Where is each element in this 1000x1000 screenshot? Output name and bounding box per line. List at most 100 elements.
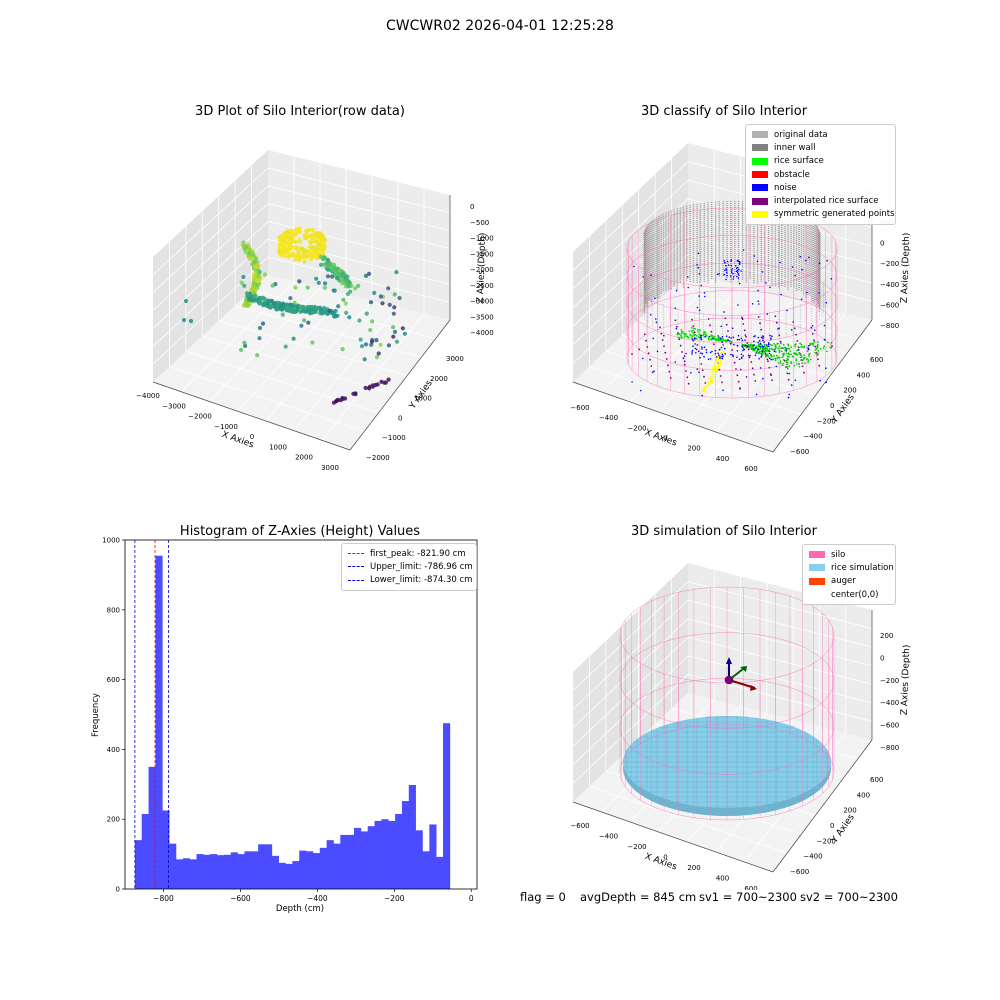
classified-point (803, 346, 805, 349)
classified-point (678, 333, 681, 336)
classified-point (761, 345, 764, 347)
classified-point (713, 343, 715, 346)
tick-label: −200 (627, 843, 646, 851)
grid-line (589, 786, 788, 854)
classified-point (698, 371, 700, 374)
legend-entry: obstacle (752, 168, 889, 181)
raw-point (250, 287, 255, 292)
classified-point (808, 256, 810, 259)
classified-point (735, 270, 738, 272)
classified-point (721, 335, 724, 338)
legend-label: auger (831, 576, 856, 587)
classified-point (691, 318, 693, 321)
classified-point (704, 390, 707, 393)
raw-point (363, 273, 369, 278)
legend-swatch (752, 210, 768, 218)
classified-point (731, 268, 734, 270)
center-point (724, 675, 734, 685)
auger-y-head (740, 666, 747, 672)
classified-point (762, 337, 764, 339)
grid-line (235, 305, 422, 358)
raw-point (287, 242, 292, 247)
classified-point (769, 353, 772, 356)
hist-bar (175, 859, 184, 889)
classified-point (800, 346, 802, 348)
grid-line (265, 300, 373, 422)
tick-label: −600 (570, 822, 589, 830)
raw-point (380, 301, 385, 306)
raw-point (321, 248, 326, 253)
tick-label: −200 (817, 837, 836, 845)
legend-entry: Upper_limit: -786.96 cm (348, 560, 473, 573)
classified-point (814, 351, 817, 354)
tick-label: −400 (599, 414, 618, 422)
classified-point (806, 350, 809, 353)
classified-point (683, 360, 686, 362)
classified-point (768, 348, 771, 350)
classified-point (736, 356, 738, 358)
classified-point (817, 358, 819, 361)
classified-point (730, 260, 732, 262)
legend-entry: rice simulation (809, 561, 894, 574)
classified-point (809, 343, 811, 346)
classified-point (811, 325, 814, 327)
tick-label: 2000 (295, 454, 313, 462)
classified-point (664, 351, 667, 354)
classified-point (773, 355, 775, 357)
side-pane (573, 563, 688, 802)
classified-point (739, 388, 741, 390)
classified-point (717, 335, 719, 337)
raw-x-ticks: −4000−3000−2000−1000 0 1000 2000 3000 (136, 392, 339, 472)
classified-point (826, 350, 828, 353)
classify-z-label: Z Axies (Depth) (900, 233, 912, 304)
classified-point (749, 343, 752, 346)
raw-point (309, 304, 315, 310)
classified-point (649, 314, 652, 316)
classified-point (690, 330, 693, 332)
raw-point (330, 274, 335, 279)
classified-point (754, 380, 757, 382)
classified-point (700, 334, 703, 337)
hist-bar (319, 847, 327, 889)
raw-point (271, 300, 276, 305)
raw-point (308, 248, 313, 253)
hist-bar (292, 861, 300, 889)
figure-title: CWCWR02 2026-04-01 12:25:28 (386, 18, 614, 34)
classified-point (779, 362, 782, 365)
classified-point (710, 381, 713, 384)
legend-entry: Lower_limit: -874.30 cm (348, 574, 472, 587)
classified-point (740, 337, 743, 340)
hist-x-ticks: −800 −600 −400 −200 0 (153, 889, 474, 903)
raw-point (306, 320, 311, 325)
classified-point (737, 380, 740, 383)
classified-point (722, 344, 724, 346)
tick-label: 600 (870, 356, 883, 364)
classified-point (769, 334, 771, 337)
classified-point (765, 344, 768, 346)
tick-label: 600 (870, 776, 883, 784)
classified-point (683, 355, 686, 357)
grid-line (687, 618, 873, 667)
classified-point (798, 351, 800, 354)
classified-point (732, 278, 735, 280)
classified-point (767, 343, 770, 345)
classified-point (794, 343, 797, 346)
classified-point (728, 336, 731, 339)
axis-line (772, 739, 873, 873)
tick-label: −1000 (382, 434, 406, 442)
classified-point (694, 343, 696, 345)
classified-point (703, 355, 705, 358)
classified-point (685, 370, 687, 372)
tick-label: 400 (716, 455, 729, 463)
classified-point (763, 341, 765, 344)
classified-point (795, 352, 797, 355)
classified-point (759, 342, 762, 345)
raw-point (374, 355, 380, 360)
classified-point (706, 384, 709, 387)
classified-point (754, 348, 756, 351)
legend-line (348, 553, 364, 555)
classified-point (730, 337, 732, 339)
classified-point (759, 322, 761, 325)
classified-point (693, 337, 696, 340)
